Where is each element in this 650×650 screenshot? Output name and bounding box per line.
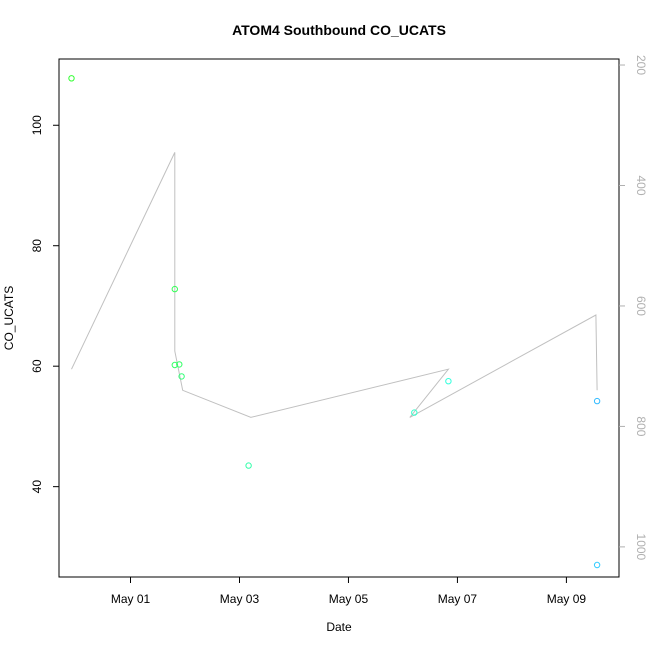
y-tick-label: 100	[30, 115, 44, 135]
y-axis-left: 40 60 80 100	[30, 115, 59, 493]
data-point	[411, 409, 418, 416]
data-point	[593, 561, 601, 569]
altitude-line-layer	[71, 152, 598, 418]
x-tick-label: May 03	[220, 592, 260, 606]
x-tick-label: May 07	[438, 592, 478, 606]
chart-title: ATOM4 Southbound CO_UCATS	[232, 22, 446, 38]
x-tick-label: May 05	[329, 592, 369, 606]
data-point	[178, 373, 185, 380]
x-axis: May 01 May 03 May 05 May 07 May 09	[111, 577, 587, 606]
data-point	[176, 361, 183, 368]
data-point	[593, 397, 601, 405]
y-right-tick-label: 400	[634, 175, 648, 195]
data-point	[171, 361, 179, 369]
altitude-line	[71, 152, 598, 418]
x-axis-label: Date	[326, 620, 352, 634]
y-axis-right: 200 400 600 800 1000	[619, 55, 648, 561]
plot-frame	[58, 58, 620, 578]
y-axis-label: CO_UCATS	[2, 286, 16, 350]
data-point	[68, 75, 75, 82]
y-right-tick-label: 1000	[634, 534, 648, 561]
y-right-tick-label: 600	[634, 296, 648, 316]
data-points-layer	[68, 75, 601, 569]
x-tick-label: May 01	[111, 592, 151, 606]
y-tick-label: 40	[30, 480, 44, 494]
data-point	[171, 285, 179, 293]
y-right-tick-label: 800	[634, 416, 648, 436]
data-point	[445, 378, 452, 385]
y-tick-label: 60	[30, 359, 44, 373]
y-tick-label: 80	[30, 239, 44, 253]
x-tick-label: May 09	[547, 592, 587, 606]
y-right-tick-label: 200	[634, 55, 648, 75]
data-point	[245, 462, 252, 469]
